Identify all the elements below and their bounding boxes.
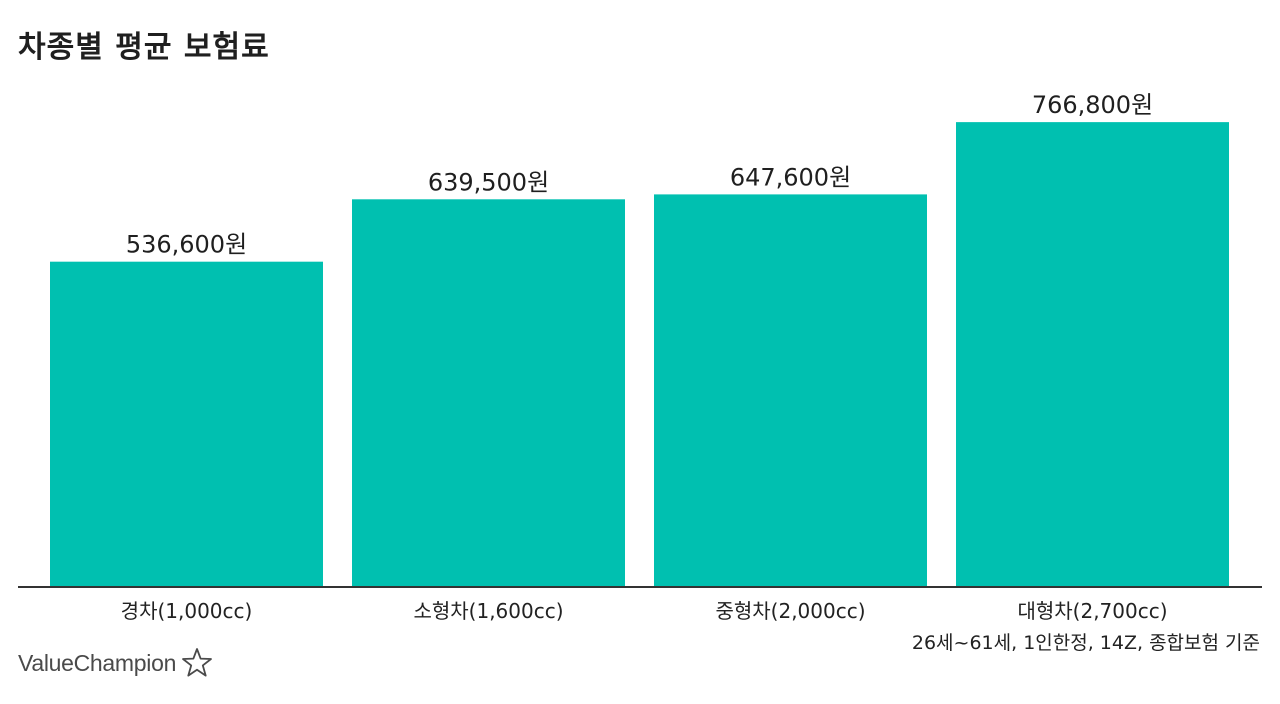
value-label-1: 536,600원 bbox=[126, 231, 247, 259]
brand-logo: ValueChampion bbox=[18, 646, 214, 680]
category-label-4: 대형차(2,700cc) bbox=[1017, 599, 1167, 623]
category-label-1: 경차(1,000cc) bbox=[121, 599, 253, 623]
category-label-2: 소형차(1,600cc) bbox=[413, 599, 563, 623]
value-label-2: 639,500원 bbox=[428, 168, 549, 196]
bar-2 bbox=[352, 199, 625, 587]
bar-1 bbox=[50, 261, 323, 587]
star-outline-icon bbox=[182, 648, 212, 677]
footnote: 26세~61세, 1인한정, 14Z, 종합보험 기준 bbox=[911, 632, 1260, 654]
bar-4 bbox=[956, 122, 1229, 587]
bar-3 bbox=[654, 194, 927, 587]
category-label-3: 중형차(2,000cc) bbox=[715, 599, 865, 623]
chart-title: 차종별 평균 보험료 bbox=[18, 30, 270, 65]
value-label-3: 647,600원 bbox=[730, 163, 851, 191]
brand-name: ValueChampion bbox=[18, 649, 177, 676]
value-label-4: 766,800원 bbox=[1032, 91, 1153, 119]
